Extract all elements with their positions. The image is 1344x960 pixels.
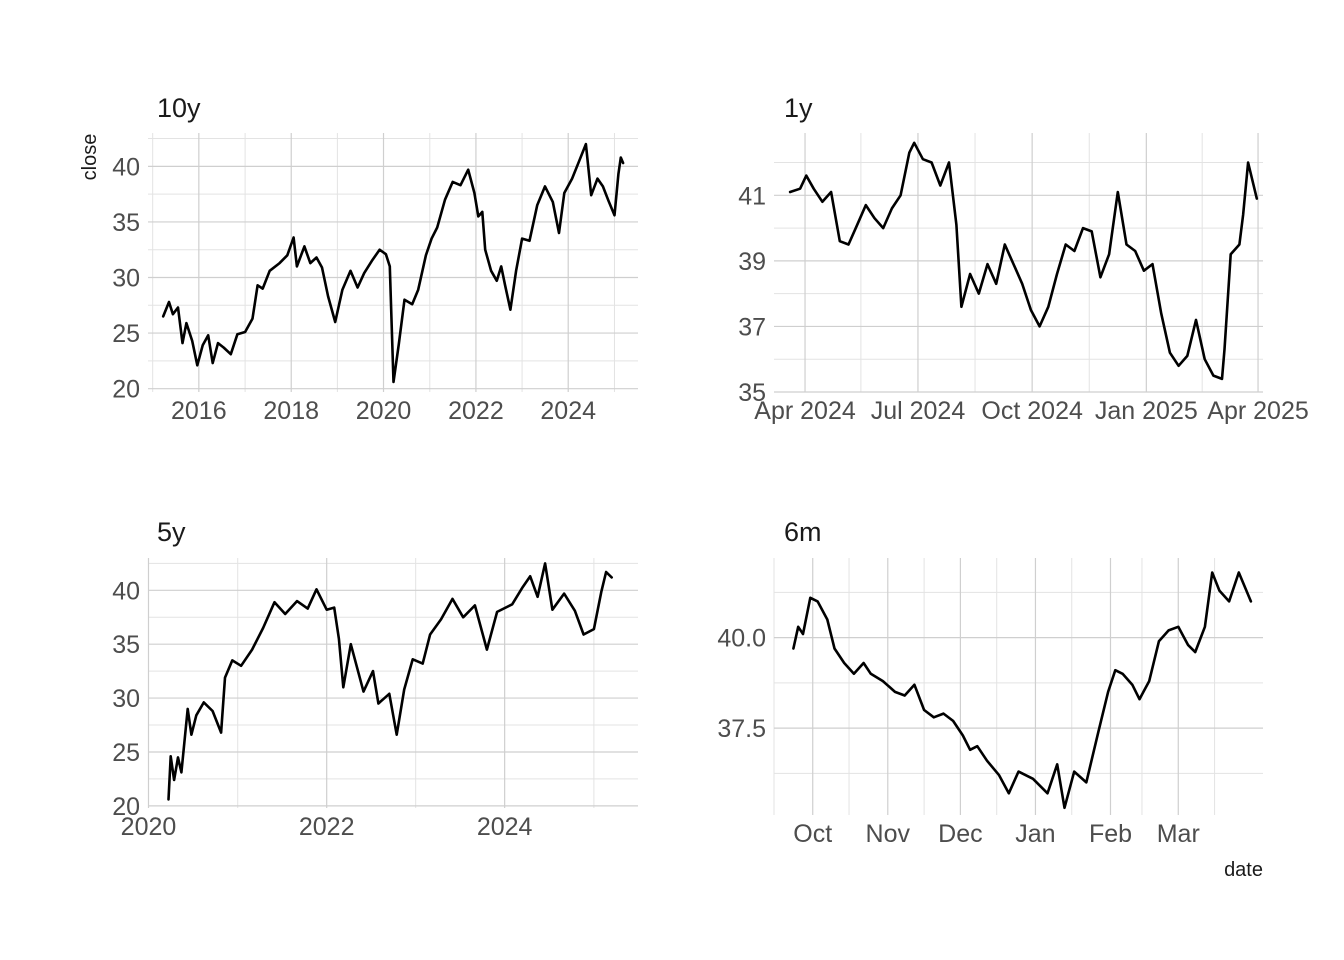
y-axis-title: close [79, 134, 101, 181]
x-tick-label: Mar [1157, 820, 1200, 848]
x-tick-label: Feb [1089, 820, 1132, 848]
gridlines [147, 558, 638, 808]
y-tick-label: 39 [738, 248, 766, 276]
y-tick-label: 37 [738, 313, 766, 341]
y-tick-label: 30 [112, 265, 140, 293]
panel-title-6m: 6m [784, 517, 822, 547]
y-tick-label: 25 [112, 739, 140, 767]
series-line [167, 562, 614, 801]
panel-title-1y: 1y [784, 93, 813, 123]
panel-6m: 6m date 37.5 40.0 Oct Nov Dec Jan Feb Mar [717, 517, 1263, 881]
y-tick-label: 25 [112, 320, 140, 348]
y-tick-label: 35 [112, 209, 140, 237]
series-line [788, 141, 1259, 381]
x-tick-label: 2022 [299, 813, 355, 841]
y-tick-label: 40.0 [717, 625, 766, 653]
x-tick-label: 2024 [477, 813, 533, 841]
x-tick-label: 2016 [171, 397, 227, 425]
y-tick-label: 20 [112, 376, 140, 404]
x-tick-label: Oct 2024 [981, 397, 1083, 425]
panel-title-10y: 10y [157, 93, 201, 123]
gridlines [774, 133, 1263, 393]
x-tick-label: Apr 2025 [1207, 397, 1308, 425]
x-tick-label: Dec [938, 820, 982, 848]
x-tick-label: Oct [793, 820, 832, 848]
panel-title-5y: 5y [157, 517, 186, 547]
x-tick-label: Nov [866, 820, 911, 848]
y-tick-label: 37.5 [717, 715, 766, 743]
panel-1y: 1y 35 37 39 41 Apr 2024 Jul 2024 Oct 2024 Jan 2… [738, 93, 1309, 425]
y-tick-label: 35 [738, 379, 766, 407]
panel-10y: 10y close 20 25 30 35 40 2016 2018 2020 2022 2024 [79, 93, 638, 425]
y-tick-label: 41 [738, 182, 766, 210]
y-tick-label: 40 [112, 153, 140, 181]
y-tick-label: 35 [112, 631, 140, 659]
x-tick-label: 2020 [356, 397, 412, 425]
x-tick-label: Jan [1015, 820, 1055, 848]
x-tick-label: 2020 [121, 813, 177, 841]
x-tick-label: 2024 [540, 397, 596, 425]
x-axis-title: date [1224, 859, 1263, 881]
y-tick-label: 40 [112, 577, 140, 605]
x-tick-label: 2022 [448, 397, 504, 425]
series-line [161, 142, 625, 384]
x-tick-label: Apr 2024 [754, 397, 856, 425]
series-line [792, 571, 1253, 810]
y-tick-label: 20 [112, 793, 140, 821]
x-tick-label: Jan 2025 [1095, 397, 1198, 425]
gridlines [773, 558, 1263, 815]
y-tick-label: 30 [112, 685, 140, 713]
x-tick-label: Jul 2024 [871, 397, 966, 425]
x-tick-label: 2018 [263, 397, 319, 425]
panel-5y: 5y 20 25 30 35 40 2020 2022 2024 [112, 517, 638, 841]
